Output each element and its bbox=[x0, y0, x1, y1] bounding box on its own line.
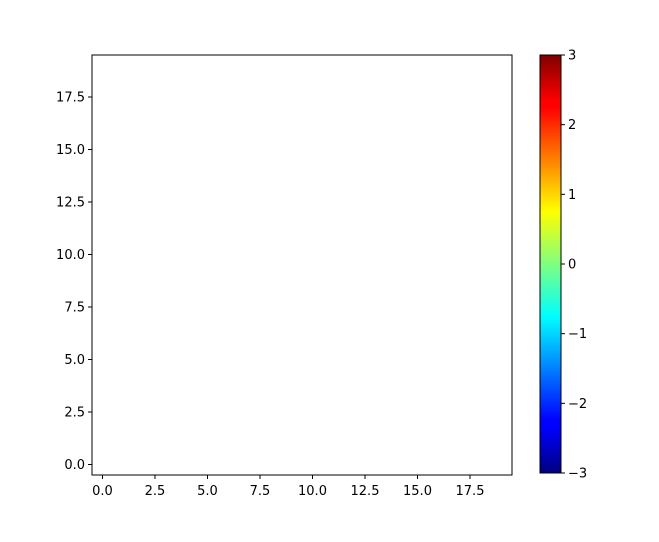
x-tick-label: 0.0 bbox=[92, 484, 113, 499]
x-tick-label: 17.5 bbox=[456, 484, 485, 499]
colorbar-tick-label: 0 bbox=[568, 258, 576, 273]
y-tick-label: 5.0 bbox=[64, 353, 85, 368]
colorbar-axis: 3 2 1 0 −1 −2 −3 bbox=[561, 49, 587, 482]
colorbar-tick-label: −3 bbox=[568, 467, 587, 482]
y-tick-label: 2.5 bbox=[64, 406, 85, 421]
y-tick-label: 17.5 bbox=[56, 91, 85, 106]
x-tick-label: 7.5 bbox=[250, 484, 271, 499]
y-tick-label: 0.0 bbox=[64, 458, 85, 473]
y-tick-label: 10.0 bbox=[56, 248, 85, 263]
x-tick-label: 5.0 bbox=[197, 484, 218, 499]
colorbar-tick-label: 3 bbox=[568, 49, 576, 64]
y-tick-label: 15.0 bbox=[56, 143, 85, 158]
colorbar-tick-label: 1 bbox=[568, 188, 576, 203]
y-tick-label: 7.5 bbox=[64, 301, 85, 316]
y-axis: 0.0 2.5 5.0 7.5 10.0 12.5 15.0 17.5 bbox=[56, 91, 92, 473]
y-tick-label: 12.5 bbox=[56, 196, 85, 211]
x-axis: 0.0 2.5 5.0 7.5 10.0 12.5 15.0 17.5 bbox=[92, 475, 484, 499]
plot-frame bbox=[91, 54, 513, 476]
colorbar bbox=[539, 54, 562, 474]
colorbar-tick-label: −1 bbox=[568, 327, 587, 342]
x-tick-label: 15.0 bbox=[403, 484, 432, 499]
x-tick-label: 2.5 bbox=[145, 484, 166, 499]
colorbar-tick-label: 2 bbox=[568, 118, 576, 133]
x-tick-label: 12.5 bbox=[351, 484, 380, 499]
x-tick-label: 10.0 bbox=[298, 484, 327, 499]
colorbar-tick-label: −2 bbox=[568, 397, 587, 412]
